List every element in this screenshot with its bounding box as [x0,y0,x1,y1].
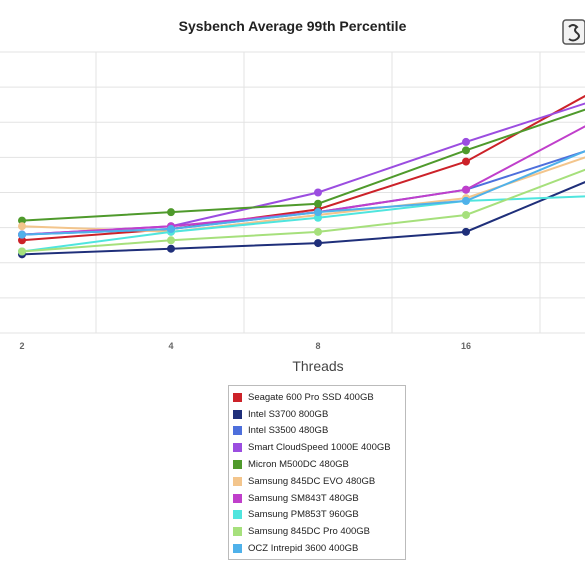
data-point [18,236,26,245]
legend-swatch [233,476,242,486]
x-tick-label: 2 [19,341,24,351]
legend-label: Micron M500DC 480GB [248,459,349,471]
data-point [167,236,175,245]
data-point [314,227,322,236]
data-point [462,227,470,236]
legend-label: Samsung SM843T 480GB [248,492,359,504]
legend-item: Smart CloudSpeed 1000E 400GB [233,439,405,456]
chart-title: Sysbench Average 99th Percentile [178,18,407,34]
legend-swatch [233,443,242,453]
legend-label: Samsung 845DC EVO 480GB [248,475,376,487]
legend-item: Samsung 845DC EVO 480GB [233,473,405,490]
x-tick-labels: 2481632 [19,341,471,351]
legend-swatch [233,392,242,402]
series-line [21,150,585,236]
data-point [18,230,26,239]
legend-label: OCZ Intrepid 3600 400GB [248,543,359,555]
legend-label: Seagate 600 Pro SSD 400GB [248,391,374,403]
data-point [314,213,322,222]
legend-swatch [233,460,242,470]
legend-item: Samsung PM853T 960GB [233,507,405,524]
legend-item: OCZ Intrepid 3600 400GB [233,540,405,557]
legend-swatch [233,510,242,520]
legend: Seagate 600 Pro SSD 400GB Intel S3700 800… [228,385,406,560]
legend-label: Samsung PM853T 960GB [248,509,359,521]
legend-item: Samsung SM843T 480GB [233,490,405,507]
legend-swatch [233,493,242,503]
series-layer [18,94,585,259]
grid-lines [0,51,585,334]
x-axis-label: Threads [292,358,343,374]
data-point [18,222,26,231]
legend-item: Samsung 845DC Pro 400GB [233,523,405,540]
site-logo [562,19,585,45]
data-point [314,199,322,208]
data-point [314,239,322,248]
data-point [462,137,470,146]
data-point [167,225,175,234]
data-point [18,247,26,256]
data-point [462,196,470,205]
data-point [167,244,175,253]
data-point [314,208,322,217]
legend-item: Intel S3500 480GB [233,423,405,440]
legend-swatch [233,544,242,554]
legend-label: Samsung 845DC Pro 400GB [248,526,370,538]
data-point [462,210,470,219]
data-point [462,146,470,155]
legend-label: Intel S3700 800GB [248,408,329,420]
data-point [167,208,175,217]
legend-item: Seagate 600 Pro SSD 400GB [233,389,405,406]
data-point [18,216,26,225]
data-point [314,188,322,197]
legend-label: Smart CloudSpeed 1000E 400GB [248,442,391,454]
data-point [462,157,470,166]
legend-swatch [233,527,242,537]
x-tick-label: 8 [315,341,320,351]
x-tick-label: 16 [461,341,471,351]
legend-label: Intel S3500 480GB [248,425,329,437]
legend-item: Intel S3700 800GB [233,406,405,423]
legend-swatch [233,426,242,436]
legend-item: Micron M500DC 480GB [233,456,405,473]
data-point [462,185,470,194]
series-line [21,150,585,236]
x-tick-label: 4 [168,341,173,351]
legend-swatch [233,409,242,419]
